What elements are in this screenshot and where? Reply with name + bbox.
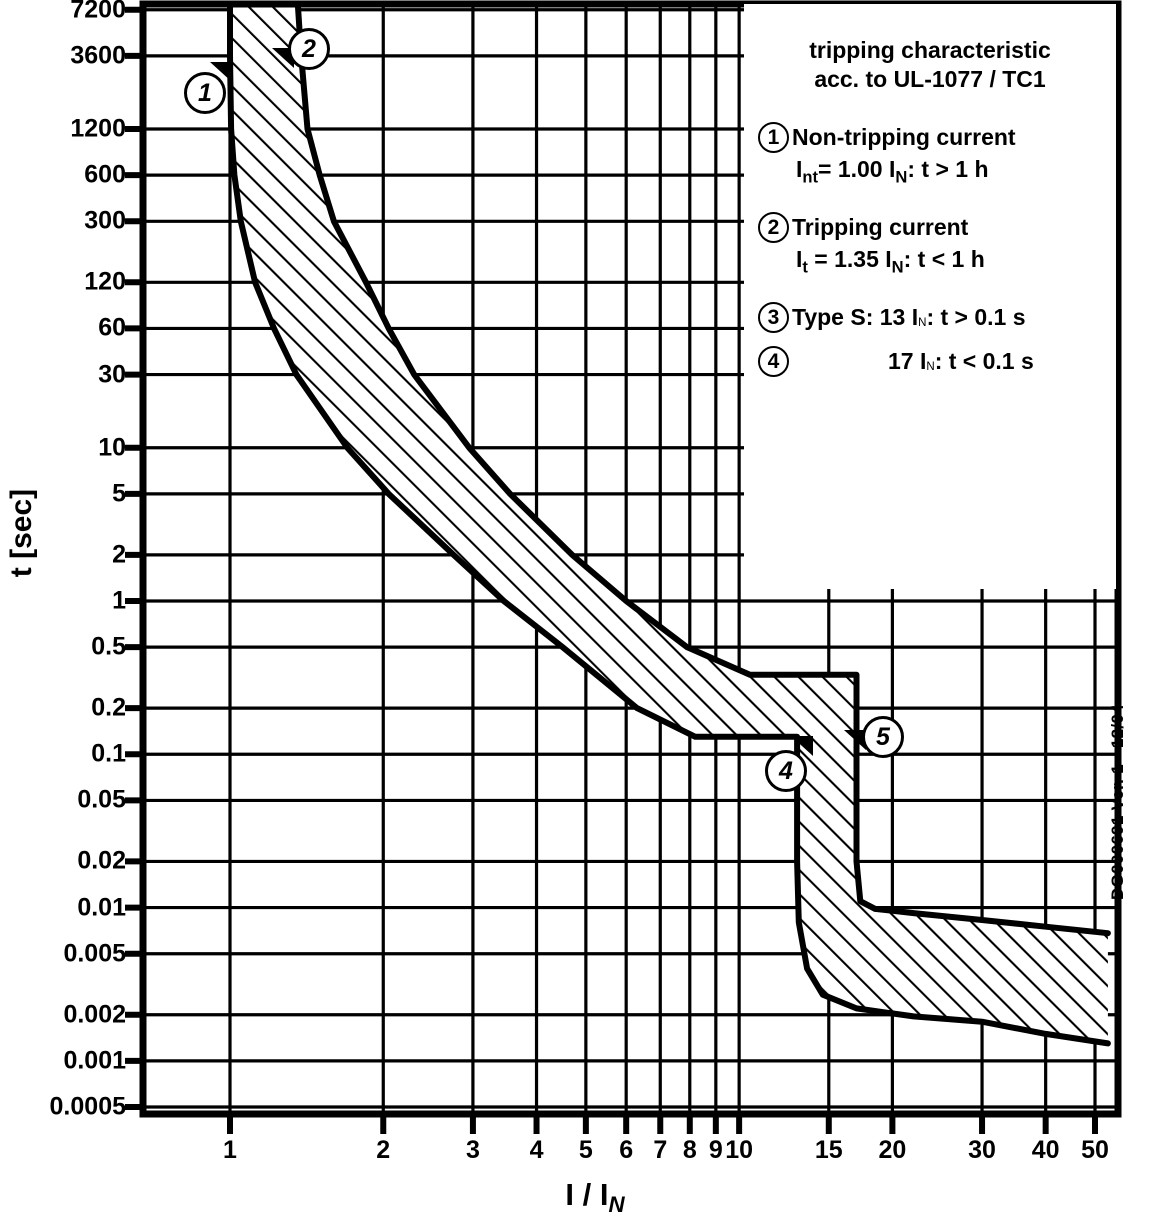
x-tick-label: 40 xyxy=(1031,1136,1060,1164)
y-tick-label: 2 xyxy=(112,540,126,569)
legend-entry-2: 2 Tripping current It = 1.35 IN: t < 1 h xyxy=(758,212,1116,278)
legend-box: tripping characteristic acc. to UL-1077 … xyxy=(744,4,1116,589)
upper-boundary-curve xyxy=(294,4,1111,937)
y-tick-label: 5 xyxy=(112,479,126,508)
y-tick-label: 0.05 xyxy=(77,785,126,814)
legend-entry-3-condition: : t > 0.1 s xyxy=(926,304,1026,330)
y-tick-label: 0.2 xyxy=(91,693,126,722)
legend-entry-4: 4 17 IN: t < 0.1 s xyxy=(758,346,1116,377)
legend-entry-4-sub: N xyxy=(926,360,935,373)
legend-entry-4-label: 17 I xyxy=(888,348,927,374)
document-code: DG000691 Ver. 1 - 12/04 xyxy=(1108,704,1127,900)
x-tick-label: 15 xyxy=(814,1136,843,1164)
legend-entry-2-label: Tripping current xyxy=(792,214,969,240)
x-tick-label: 2 xyxy=(376,1136,391,1164)
x-tick-label: 9 xyxy=(708,1136,723,1164)
plot-frame xyxy=(139,0,1122,1118)
y-tick-label: 3600 xyxy=(70,41,126,70)
callout-marker-5: 5 xyxy=(844,716,904,758)
y-tick-label: 0.005 xyxy=(63,939,126,968)
callout-marker-4: 4 xyxy=(765,736,813,792)
legend-entry-1: 1 Non-tripping current Int= 1.00 IN: t > … xyxy=(758,122,1116,188)
x-tick-label: 5 xyxy=(578,1136,593,1164)
legend-entry-1-condition: : t > 1 h xyxy=(907,156,989,182)
y-tick-label: 300 xyxy=(84,206,126,235)
x-tick-label: 3 xyxy=(465,1136,480,1164)
axis-ticks xyxy=(125,6,1098,1134)
legend-badge-3: 3 xyxy=(758,302,789,333)
callout-marker-1: 1 xyxy=(184,62,232,114)
x-tick-label: 4 xyxy=(529,1136,544,1164)
tripping-band xyxy=(227,4,1111,1047)
callout-1-pointer xyxy=(210,62,232,82)
y-tick-label: 0.5 xyxy=(91,632,126,661)
x-tick-label: 10 xyxy=(725,1136,754,1164)
callout-1-badge: 1 xyxy=(184,72,226,114)
x-tick-label: 50 xyxy=(1081,1136,1109,1164)
y-tick-label: 0.01 xyxy=(77,893,126,922)
x-tick-label: 7 xyxy=(653,1136,668,1164)
x-tick-label: 1 xyxy=(223,1136,237,1164)
legend-entry-2-detail: It = 1.35 IN: t < 1 h xyxy=(796,246,1116,278)
y-tick-label: 1200 xyxy=(70,114,126,143)
legend-entry-1-value-sub: N xyxy=(895,167,908,187)
legend-entry-4-condition: : t < 0.1 s xyxy=(934,348,1034,374)
y-tick-label: 0.002 xyxy=(63,1000,126,1029)
x-tick-label: 6 xyxy=(619,1136,634,1164)
callout-5-badge: 5 xyxy=(862,716,904,758)
legend-title-line1: tripping characteristic xyxy=(809,37,1051,63)
x-axis-title: I / IN xyxy=(565,1177,624,1218)
y-axis-title: t [sec] xyxy=(5,488,38,578)
legend-entry-2-symbol: I xyxy=(796,246,803,272)
y-axis-tick-labels: 7200 3600 1200 600 300 120 60 30 10 5 2 1 0.5 0.2 0.1 0… xyxy=(0,0,126,1223)
callout-marker-2: 2 xyxy=(272,28,330,70)
legend-entry-1-symbol: I xyxy=(796,156,803,182)
x-tick-label: 8 xyxy=(682,1136,697,1164)
y-tick-label: 1 xyxy=(112,586,126,615)
legend-title-line2: acc. to UL-1077 / TC1 xyxy=(814,66,1046,93)
legend-entry-1-label: Non-tripping current xyxy=(792,124,1016,150)
legend-entry-2-condition: : t < 1 h xyxy=(903,246,985,272)
legend-entry-1-value: = 1.00 I xyxy=(818,156,896,182)
y-tick-label: 0.0005 xyxy=(49,1092,126,1121)
y-tick-label: 0.001 xyxy=(63,1046,126,1075)
y-tick-label: 600 xyxy=(84,160,126,189)
callout-4-badge: 4 xyxy=(765,750,807,792)
x-axis-title-main: I / I xyxy=(565,1177,609,1212)
legend-entry-2-value: = 1.35 I xyxy=(807,246,892,272)
x-axis-title-subscript: N xyxy=(608,1192,625,1218)
legend-entry-1-symbol-sub: nt xyxy=(802,167,819,187)
legend-entry-3-label: Type S: 13 I xyxy=(792,304,919,330)
legend-entry-2-value-sub: N xyxy=(891,257,904,277)
y-tick-label: 0.02 xyxy=(77,846,126,875)
legend-badge-2: 2 xyxy=(758,212,789,243)
callout-2-badge: 2 xyxy=(288,28,330,70)
y-tick-label: 30 xyxy=(98,360,126,389)
y-tick-label: 7200 xyxy=(70,0,126,24)
legend-entry-3-sub: N xyxy=(918,316,927,329)
y-tick-label: 10 xyxy=(98,433,126,462)
x-tick-label: 20 xyxy=(878,1136,907,1164)
lower-boundary-curve xyxy=(227,4,1111,1047)
x-axis-tick-labels: 1 2 3 4 5 6 7 8 9 10 15 20 30 40 50 xyxy=(0,1138,1150,1178)
y-tick-label: 120 xyxy=(84,267,126,296)
legend-entry-3: 3 Type S: 13 IN: t > 0.1 s xyxy=(758,302,1116,333)
legend-entry-2-symbol-sub: t xyxy=(802,257,808,277)
y-tick-label: 0.1 xyxy=(91,739,126,768)
x-tick-label: 30 xyxy=(968,1136,996,1164)
legend-entry-1-detail: Int= 1.00 IN: t > 1 h xyxy=(796,156,1116,188)
legend-badge-1: 1 xyxy=(758,122,789,153)
legend-badge-4: 4 xyxy=(758,346,789,377)
callout-5-pointer xyxy=(844,730,866,750)
callout-4-pointer xyxy=(791,736,813,756)
legend-title: tripping characteristic acc. to UL-1077 … xyxy=(744,36,1116,95)
y-tick-label: 60 xyxy=(98,313,126,342)
